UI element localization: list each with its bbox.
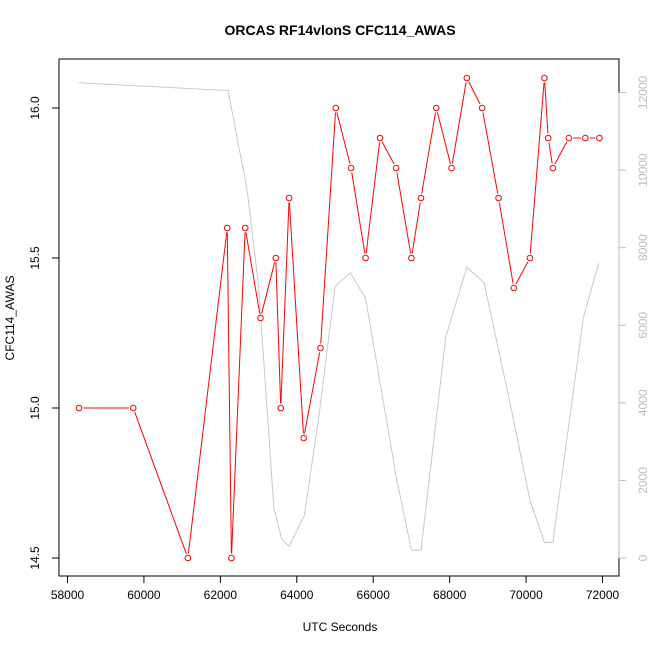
data-point	[544, 134, 552, 142]
primary-series-segment	[482, 112, 499, 194]
data-point	[184, 554, 192, 562]
primary-series-segment	[245, 232, 261, 314]
data-point	[526, 254, 534, 262]
y-axis: 14.5 15.0 15.5 16.0	[28, 96, 60, 570]
chart-title: ORCAS RF14vlonS CFC114_AWAS	[224, 22, 455, 38]
x-tick-label: 64000	[280, 588, 314, 602]
data-point	[582, 134, 589, 142]
x-tick-label: 58000	[51, 588, 85, 602]
data-point	[376, 134, 384, 142]
right-y-tick-label: 0	[636, 554, 650, 561]
primary-series-segment	[548, 142, 553, 164]
y-tick-label: 16.0	[28, 96, 42, 120]
data-point	[463, 74, 471, 82]
y-tick-label: 15.5	[28, 246, 42, 270]
primary-series-segment	[411, 202, 421, 254]
x-tick-label: 72000	[586, 588, 620, 602]
data-point	[241, 224, 249, 232]
y-tick-label: 14.5	[28, 546, 42, 570]
data-point	[432, 104, 440, 112]
data-point	[448, 164, 455, 172]
data-point	[392, 164, 400, 172]
primary-series-segment	[544, 82, 549, 134]
data-point	[129, 404, 137, 412]
data-point	[549, 164, 557, 172]
primary-series-segment	[134, 412, 187, 554]
data-point	[417, 194, 425, 202]
x-tick-label: 62000	[204, 588, 238, 602]
primary-series-segment	[303, 352, 321, 434]
primary-series-segment	[468, 81, 481, 105]
right-y-tick-label: 2000	[636, 467, 650, 494]
data-point	[257, 314, 264, 322]
data-point	[228, 554, 235, 562]
x-tick-label: 66000	[357, 588, 391, 602]
primary-series-segment	[451, 82, 467, 164]
primary-series-segment	[320, 112, 336, 344]
right-y-tick-label: 10000	[636, 153, 650, 187]
x-tick-label: 70000	[509, 588, 543, 602]
data-point	[272, 254, 280, 262]
data-point	[277, 404, 285, 412]
primary-series-segment	[365, 142, 381, 254]
right-y-axis: 0 2000 4000 6000 8000 10000 12000	[618, 75, 650, 561]
primary-series-layer	[75, 74, 603, 562]
plot-frame	[58, 58, 620, 577]
data-point	[223, 224, 231, 232]
secondary-series-line	[78, 82, 600, 551]
data-point	[75, 404, 83, 412]
data-point	[408, 254, 415, 262]
data-point	[285, 194, 293, 202]
primary-series-segment	[280, 202, 290, 404]
primary-series-segment	[261, 262, 276, 314]
x-tick-label: 68000	[433, 588, 467, 602]
primary-series-segment	[554, 141, 568, 165]
primary-series-segment	[515, 261, 529, 285]
right-y-tick-label: 8000	[636, 234, 650, 261]
primary-series-segment	[381, 141, 395, 165]
data-point	[317, 344, 324, 352]
primary-series-segment	[351, 172, 366, 254]
secondary-series-layer	[78, 82, 600, 551]
right-y-tick-label: 12000	[636, 75, 650, 109]
primary-series-segment	[288, 202, 304, 434]
primary-series-segment	[396, 172, 412, 254]
primary-series-segment	[529, 82, 545, 254]
x-axis-label: UTC Seconds	[303, 620, 378, 634]
right-y-tick-label: 6000	[636, 312, 650, 339]
data-point	[596, 134, 603, 142]
y-tick-label: 15.0	[28, 396, 42, 420]
right-y-tick-label: 4000	[636, 389, 650, 416]
primary-series-segment	[226, 232, 232, 554]
x-axis: 58000 60000 62000 64000 66000 68000 70000 72000	[51, 575, 620, 602]
data-point	[510, 284, 518, 292]
x-tick-label: 60000	[127, 588, 161, 602]
primary-series-segment	[187, 232, 228, 554]
primary-series-segment	[336, 112, 351, 164]
data-point	[478, 104, 486, 112]
data-point	[347, 164, 355, 172]
primary-series-segment	[421, 112, 437, 194]
data-point	[495, 194, 502, 202]
primary-series-segment	[498, 202, 514, 284]
y-axis-label: CFC114_AWAS	[3, 276, 17, 361]
data-point	[565, 134, 573, 142]
primary-series-segment	[275, 262, 282, 404]
data-point	[300, 434, 307, 442]
data-point	[541, 74, 548, 82]
data-point	[362, 254, 369, 262]
primary-series-segment	[231, 232, 246, 554]
data-point	[332, 104, 340, 112]
primary-series-segment	[436, 112, 451, 164]
